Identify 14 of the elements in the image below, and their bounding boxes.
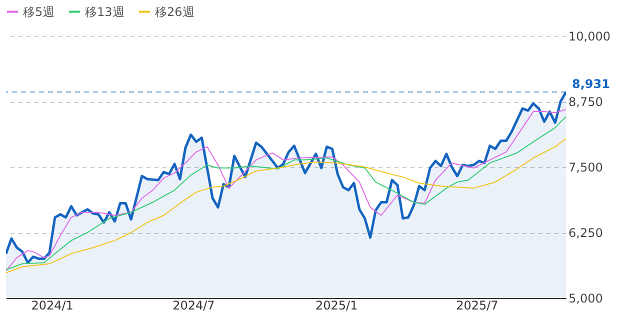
- legend-label: 移26週: [155, 4, 194, 19]
- y-tick-label: 5,000: [568, 292, 603, 306]
- y-tick-label: 6,250: [568, 226, 603, 240]
- x-tick-label: 2025/7: [456, 298, 498, 312]
- y-tick-label: 7,500: [568, 160, 603, 174]
- x-tick-label: 2024/1: [31, 298, 74, 312]
- y-tick-label: 10,000: [568, 30, 610, 44]
- ref-line-label: 8,931: [572, 77, 610, 92]
- y-tick-label: 8,750: [568, 95, 603, 109]
- x-tick-label: 2024/7: [172, 298, 215, 312]
- x-tick-label: 2025/1: [315, 298, 358, 312]
- line-series: [6, 138, 566, 274]
- legend-label: 移13週: [85, 4, 124, 19]
- legend-label: 移5週: [23, 4, 55, 19]
